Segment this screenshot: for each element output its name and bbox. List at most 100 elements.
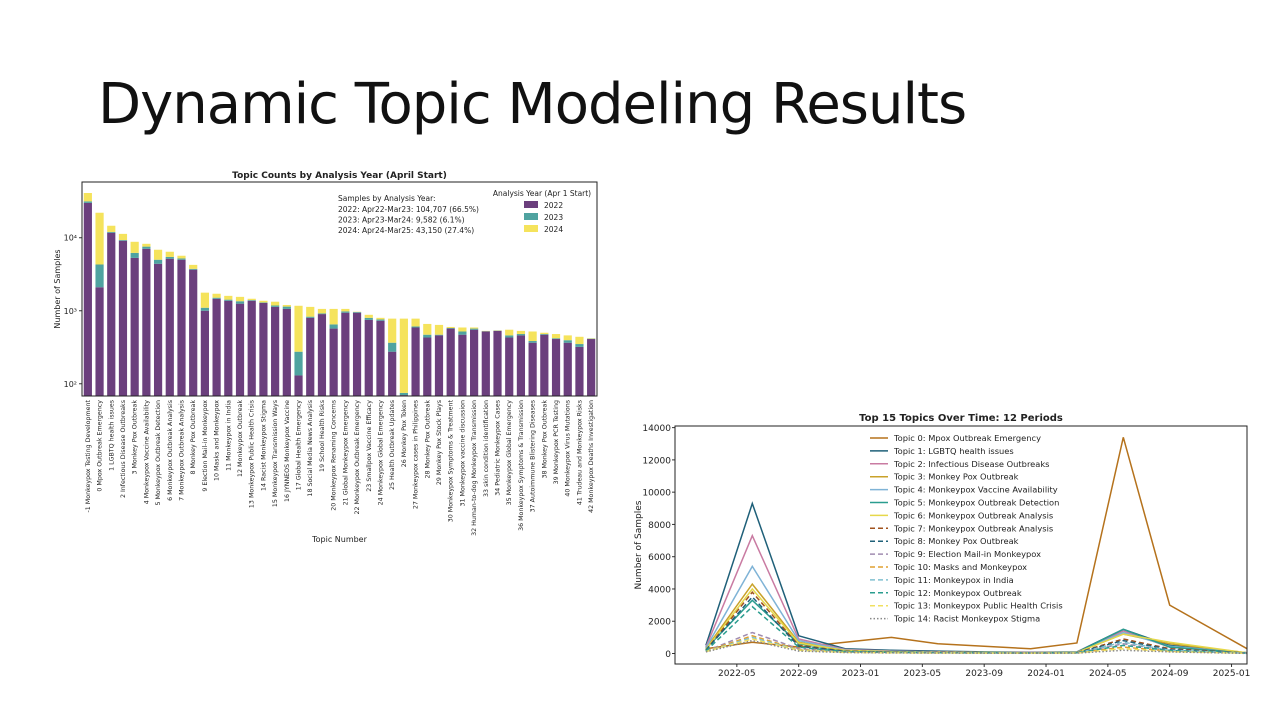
x-tick-label: 18 Social Media News Analysis	[307, 400, 314, 497]
bar-segment	[118, 233, 128, 241]
x-tick-label: 2024-05	[1089, 669, 1127, 679]
x-tick-label: 42 Monkeypox Deaths Investigation	[588, 400, 595, 513]
bar-segment	[142, 246, 151, 249]
bar-segment	[364, 314, 373, 318]
bar-segment	[83, 202, 92, 396]
x-tick-label: 14 Racist Monkeypox Stigma	[260, 400, 267, 491]
bar-segment	[575, 336, 584, 345]
x-tick-label: 2022-05	[718, 669, 756, 679]
legend-label: 2024	[544, 225, 563, 234]
y-tick-label: 6000	[648, 553, 671, 563]
x-tick-label: 23 Smallpox Vaccine Efficacy	[366, 400, 373, 492]
bar-segment	[224, 300, 233, 396]
bar-segment	[470, 328, 479, 330]
annotation-title: Samples by Analysis Year:	[338, 194, 436, 203]
bar-segment	[317, 308, 327, 314]
bar-segment	[107, 232, 116, 396]
y-tick-label: 10²	[64, 380, 77, 389]
legend-label: Topic 7: Monkeypox Outbreak Analysis	[893, 523, 1053, 533]
bar-segment	[200, 310, 209, 396]
bar-segment	[189, 268, 198, 270]
x-tick-label: 2023-01	[842, 669, 880, 679]
legend-swatch	[524, 213, 538, 220]
bar-segment	[306, 317, 315, 396]
bar-segment	[118, 240, 128, 396]
bar-segment	[165, 256, 174, 259]
bar-segment	[329, 308, 338, 325]
bar-segment	[388, 342, 397, 352]
x-tick-label: 2024-01	[1027, 669, 1065, 679]
series-line	[705, 631, 1248, 654]
bar-segment	[212, 293, 221, 298]
bar-segment	[212, 298, 221, 396]
bar-segment	[153, 259, 163, 264]
y-tick-label: 10000	[642, 489, 671, 499]
bar-segment	[247, 300, 256, 396]
legend-label: Topic 4: Monkeypox Vaccine Availability	[893, 485, 1058, 495]
x-tick-label: 30 Monkeypox Symptoms & Treatment	[448, 399, 455, 522]
bar-segment	[259, 302, 268, 396]
bar-segment	[259, 300, 268, 303]
annotation-line: 2024: Apr24-Mar25: 43,150 (27.4%)	[338, 226, 474, 235]
bar-segment	[317, 314, 327, 396]
bar-segment	[95, 212, 104, 265]
legend-label: Topic 3: Monkey Pox Outbreak	[893, 472, 1019, 482]
legend-label: Topic 1: LGBTQ health issues	[893, 446, 1014, 456]
annotation-line: 2022: Apr22-Mar23: 104,707 (66.5%)	[338, 205, 479, 214]
bar-segment	[434, 324, 444, 335]
bar-segment	[434, 335, 444, 396]
bar-segment	[551, 339, 561, 396]
y-tick-label: 8000	[648, 521, 671, 531]
x-tick-label: 21 Global Monkeypox Emergency	[342, 400, 349, 506]
bar-segment	[470, 329, 479, 396]
bar-segment	[587, 339, 596, 396]
legend-label: Topic 11: Monkeypox in India	[893, 575, 1014, 585]
bar-segment	[493, 330, 502, 396]
bar-segment	[294, 375, 303, 396]
x-tick-label: 13 Monkeypox Public Health Crisis	[249, 400, 256, 508]
x-tick-label: 2 Infectious Disease Outbreaks	[120, 400, 127, 498]
bar-segment	[329, 324, 338, 329]
legend-swatch	[524, 225, 538, 232]
legend-label: Topic 13: Monkeypox Public Health Crisis	[893, 601, 1063, 611]
legend-label: Topic 6: Monkeypox Outbreak Analysis	[893, 510, 1053, 520]
legend-label: Topic 9: Election Mail-in Monkeypox	[893, 549, 1041, 559]
bar-segment	[95, 264, 104, 288]
legend-label: Topic 10: Masks and Monkeypox	[893, 562, 1027, 572]
bar-segment	[516, 330, 526, 335]
bar-segment	[224, 299, 233, 301]
bar-segment	[271, 301, 280, 306]
bar-segment	[434, 334, 444, 336]
bar-segment	[575, 344, 584, 347]
x-tick-label: 36 Monkeypox Symptoms & Transmission	[518, 400, 525, 531]
bar-segment	[341, 312, 350, 396]
bar-segment	[142, 248, 151, 396]
bar-segment	[423, 323, 432, 335]
x-tick-label: 8 Monkey Pox Outbreak	[190, 400, 197, 475]
bar-segment	[165, 251, 174, 257]
x-tick-label: -1 Monkeypox Testing Development	[85, 399, 92, 512]
legend-label: Topic 8: Monkey Pox Outbreak	[893, 536, 1019, 546]
bar-segment	[282, 306, 291, 309]
legend-label: Topic 0: Mpox Outbreak Emergency	[893, 433, 1041, 443]
bar-segment	[200, 307, 209, 311]
bar-segment	[364, 317, 373, 320]
x-tick-label: 19 School Health Risks	[319, 400, 326, 472]
legend-title: Analysis Year (Apr 1 Start)	[493, 189, 591, 198]
bar-segment	[458, 327, 467, 332]
x-tick-label: 28 Monkey Pox Outbreak	[424, 400, 431, 479]
x-tick-label: 15 Monkeypox Transmission Ways	[272, 400, 279, 507]
bar-segment	[575, 346, 584, 396]
x-tick-label: 32 Human-to-dog Monkeypox Transmission	[471, 400, 478, 536]
bar-segment	[411, 318, 420, 327]
bar-segment	[528, 342, 537, 396]
bar-segment	[235, 296, 245, 302]
series-line	[705, 639, 1248, 655]
y-tick-label: 12000	[642, 456, 671, 466]
bar-segment	[376, 320, 385, 396]
bar-segment	[528, 331, 537, 342]
bar-segment	[364, 319, 373, 396]
bar-segment	[153, 263, 163, 396]
x-tick-label: 25 Health Outbreak Updates	[389, 400, 396, 490]
